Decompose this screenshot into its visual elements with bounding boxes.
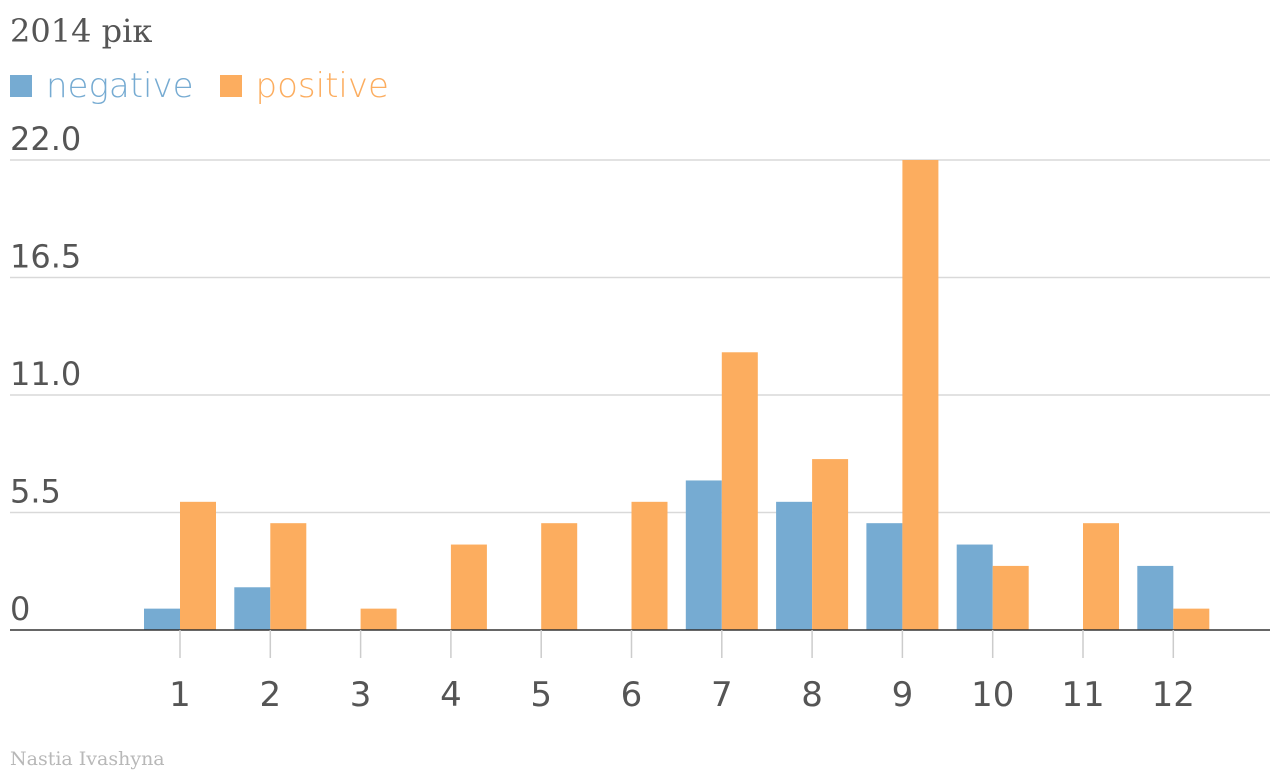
legend-label-negative: negative bbox=[46, 66, 194, 106]
bar-positive-7[interactable] bbox=[721, 352, 758, 630]
bar-positive-12[interactable] bbox=[1173, 608, 1210, 630]
bar-negative-2[interactable] bbox=[234, 587, 271, 630]
bar-positive-10[interactable] bbox=[992, 565, 1029, 630]
x-tick-label: 5 bbox=[530, 675, 552, 715]
y-tick-label: 5.5 bbox=[10, 473, 61, 511]
y-tick-label: 22.0 bbox=[10, 120, 81, 158]
bar-positive-9[interactable] bbox=[902, 160, 939, 630]
author-credit: Nastia Ivashyna bbox=[10, 748, 165, 770]
x-tick-label: 2 bbox=[259, 675, 281, 715]
legend: negative positive bbox=[10, 66, 415, 106]
x-tick-label: 8 bbox=[801, 675, 823, 715]
gridlines bbox=[10, 159, 1270, 514]
x-tick-label: 6 bbox=[621, 675, 643, 715]
bar-positive-5[interactable] bbox=[541, 523, 578, 630]
bar-positive-2[interactable] bbox=[270, 523, 307, 630]
x-tick-label: 1 bbox=[169, 675, 191, 715]
x-tick-label: 12 bbox=[1152, 675, 1195, 715]
y-tick-label: 11.0 bbox=[10, 355, 81, 393]
bar-negative-7[interactable] bbox=[685, 480, 722, 630]
chart-title: 2014 рік bbox=[10, 12, 153, 50]
y-axis: 0 5.5 11.0 16.5 22.0 bbox=[10, 120, 81, 628]
legend-swatch-negative bbox=[10, 75, 32, 97]
bar-negative-9[interactable] bbox=[866, 523, 903, 630]
x-tick-label: 7 bbox=[711, 675, 733, 715]
x-tick-label: 3 bbox=[350, 675, 372, 715]
bar-negative-10[interactable] bbox=[956, 544, 993, 630]
bar-positive-6[interactable] bbox=[631, 501, 668, 630]
y-tick-label: 16.5 bbox=[10, 238, 81, 276]
legend-item-negative[interactable]: negative bbox=[10, 66, 194, 106]
bar-positive-3[interactable] bbox=[360, 608, 397, 630]
bar-positive-4[interactable] bbox=[450, 544, 487, 630]
x-tick-label: 4 bbox=[440, 675, 462, 715]
legend-item-positive[interactable]: positive bbox=[219, 66, 389, 106]
x-tick-label: 10 bbox=[971, 675, 1014, 715]
y-tick-label: 0 bbox=[10, 590, 30, 628]
bar-positive-11[interactable] bbox=[1083, 523, 1119, 630]
x-tick-label: 9 bbox=[892, 675, 914, 715]
bar-negative-8[interactable] bbox=[776, 501, 813, 630]
bars bbox=[144, 160, 1210, 630]
x-axis: 1 2 3 4 5 6 7 8 9 10 11 12 bbox=[10, 629, 1270, 715]
x-tick-label: 11 bbox=[1061, 675, 1104, 715]
bar-negative-12[interactable] bbox=[1137, 565, 1174, 630]
legend-swatch-positive bbox=[219, 75, 242, 97]
bar-positive-1[interactable] bbox=[180, 501, 216, 630]
bar-positive-8[interactable] bbox=[812, 459, 849, 630]
legend-label-positive: positive bbox=[255, 66, 389, 106]
bar-negative-1[interactable] bbox=[144, 608, 180, 630]
